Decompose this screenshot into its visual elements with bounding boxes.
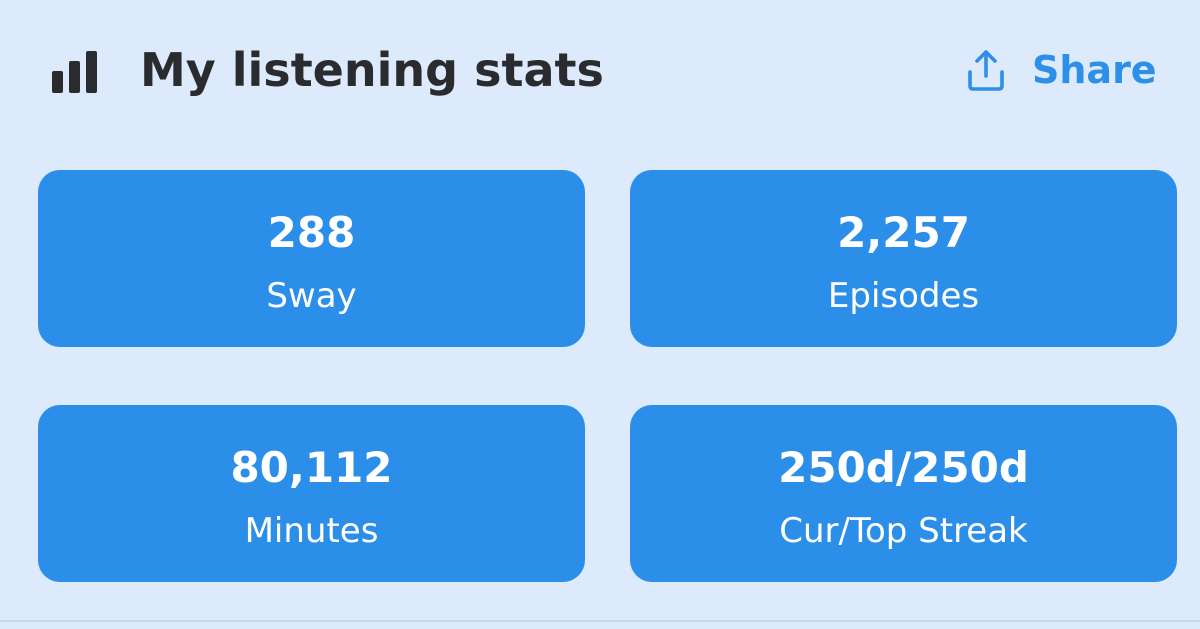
stat-tile-minutes: 80,112 Minutes: [38, 405, 585, 582]
share-button[interactable]: Share: [962, 42, 1157, 98]
stat-value: 80,112: [230, 443, 393, 492]
stat-value: 2,257: [837, 208, 970, 257]
stat-tile-episodes: 2,257 Episodes: [630, 170, 1177, 347]
stat-tile-sway: 288 Sway: [38, 170, 585, 347]
stat-value: 250d/250d: [778, 443, 1029, 492]
bar-chart-icon: [52, 51, 100, 93]
page-title: My listening stats: [140, 43, 604, 97]
share-label: Share: [1032, 48, 1157, 92]
stat-label: Episodes: [827, 276, 980, 316]
share-upload-icon: [962, 46, 1010, 94]
stat-label: Cur/Top Streak: [779, 511, 1028, 551]
stat-label: Sway: [266, 276, 357, 316]
stat-label: Minutes: [244, 511, 379, 551]
stat-value: 288: [267, 208, 356, 257]
stat-tile-streak: 250d/250d Cur/Top Streak: [630, 405, 1177, 582]
stats-header: My listening stats Share: [0, 0, 1200, 140]
bottom-divider: [0, 620, 1200, 622]
